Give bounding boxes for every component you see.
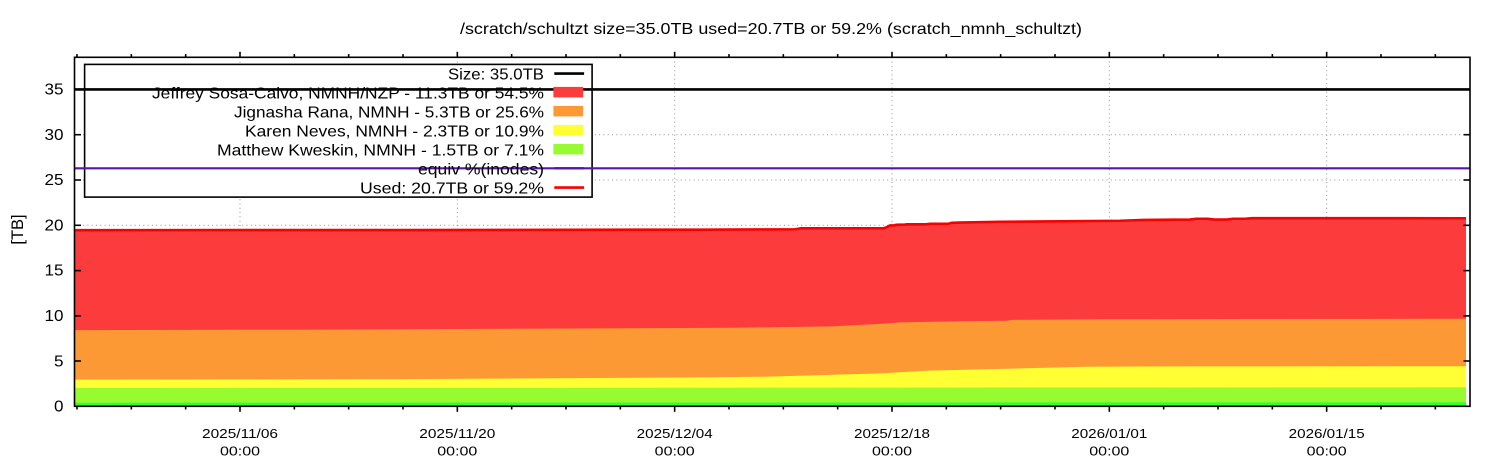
svg-text:2025/12/04: 2025/12/04 (637, 427, 713, 441)
svg-text:5: 5 (54, 353, 64, 370)
svg-text:Matthew Kweskin, NMNH - 1.5TB: Matthew Kweskin, NMNH - 1.5TB or 7.1% (217, 143, 544, 160)
svg-text:Size: 35.0TB: Size: 35.0TB (448, 67, 544, 84)
svg-text:00:00: 00:00 (1089, 445, 1129, 459)
svg-text:equiv %(inodes): equiv %(inodes) (418, 161, 544, 178)
svg-text:2026/01/15: 2026/01/15 (1289, 427, 1365, 441)
svg-text:2026/01/01: 2026/01/01 (1071, 427, 1147, 441)
svg-text:35: 35 (45, 82, 64, 99)
svg-text:30: 30 (45, 127, 64, 144)
svg-text:2025/11/06: 2025/11/06 (202, 427, 278, 441)
svg-text:00:00: 00:00 (655, 445, 695, 459)
svg-text:20: 20 (45, 217, 64, 234)
svg-text:0: 0 (54, 399, 64, 416)
svg-text:10: 10 (45, 308, 64, 325)
svg-text:00:00: 00:00 (872, 445, 912, 459)
svg-text:Jeffrey Sosa-Calvo, NMNH/NZP -: Jeffrey Sosa-Calvo, NMNH/NZP - 11.3TB or… (152, 86, 544, 103)
svg-text:2025/12/18: 2025/12/18 (854, 427, 930, 441)
svg-text:15: 15 (45, 263, 64, 280)
svg-text:[TB]: [TB] (9, 214, 27, 244)
svg-text:00:00: 00:00 (1307, 445, 1347, 459)
svg-text:00:00: 00:00 (220, 445, 260, 459)
svg-text:/scratch/schultzt size=35.0TB: /scratch/schultzt size=35.0TB used=20.7T… (460, 21, 1082, 38)
svg-text:Jignasha Rana, NMNH - 5.3TB or: Jignasha Rana, NMNH - 5.3TB or 25.6% (234, 105, 544, 122)
svg-text:Used: 20.7TB or 59.2%: Used: 20.7TB or 59.2% (360, 180, 544, 197)
svg-text:Karen Neves, NMNH - 2.3TB or 1: Karen Neves, NMNH - 2.3TB or 10.9% (245, 124, 544, 141)
svg-text:2025/11/20: 2025/11/20 (419, 427, 495, 441)
svg-text:00:00: 00:00 (437, 445, 477, 459)
svg-text:25: 25 (45, 172, 64, 189)
